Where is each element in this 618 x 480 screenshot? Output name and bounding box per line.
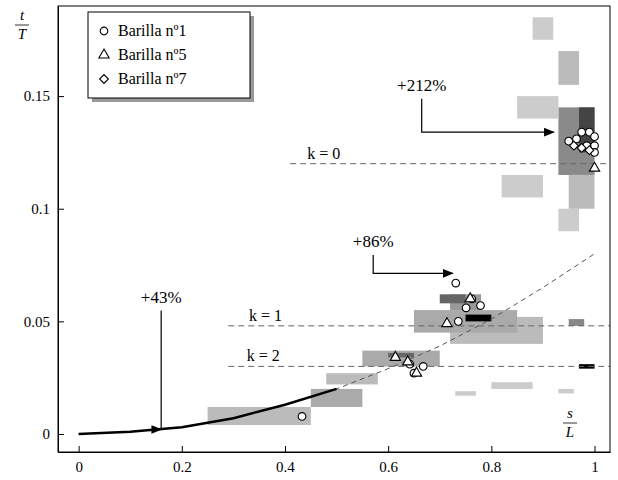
region <box>558 107 594 175</box>
x-tick: 0.4 <box>276 446 295 475</box>
plot-area <box>79 17 610 434</box>
y-tick-label: 0.05 <box>24 314 50 330</box>
x-tick-mark <box>79 446 80 452</box>
y-axis-line <box>58 7 59 453</box>
chart: 00.20.40.60.8100.050.10.15tTsLk = 0k = 1… <box>0 0 618 480</box>
point <box>411 367 421 376</box>
point <box>578 128 586 136</box>
point <box>455 318 463 326</box>
point <box>591 133 599 141</box>
point <box>419 363 427 371</box>
region <box>440 294 466 303</box>
point <box>390 351 400 360</box>
x-label: sL <box>563 405 577 440</box>
x-label-denominator: L <box>565 424 574 440</box>
x-tick-label: 0.6 <box>379 459 398 475</box>
annotation-arrow <box>373 255 452 273</box>
x-tick-label: 0.4 <box>276 459 295 475</box>
annotation: +212% <box>397 76 446 95</box>
annotation: +86% <box>353 232 394 251</box>
x-tick-label: 0.8 <box>482 459 501 475</box>
region <box>491 382 532 389</box>
y-tick: 0.15 <box>24 88 64 104</box>
x-tick-label: 1 <box>591 459 599 475</box>
x-label-numerator: s <box>567 405 573 421</box>
x-tick-mark <box>182 446 183 452</box>
region <box>466 315 492 322</box>
y-axis: 0 0.05 0.1 0.15 <box>24 7 64 453</box>
y-tick-mark <box>58 321 64 322</box>
y-tick-label: 0.1 <box>31 201 50 217</box>
legend-marker <box>100 75 109 84</box>
x-tick: 0.6 <box>379 446 398 475</box>
y-tick-label: 0 <box>43 426 51 442</box>
x-axis: 0 0.2 0.4 0.6 0.8 1 <box>59 446 611 475</box>
region <box>455 391 476 396</box>
legend-label: Barilla nº7 <box>118 70 187 87</box>
y-tick-mark <box>58 434 64 435</box>
region <box>502 175 543 198</box>
point <box>403 356 413 365</box>
y-tick: 0 <box>43 426 65 442</box>
point <box>589 162 599 171</box>
region <box>569 175 595 209</box>
point <box>452 279 460 287</box>
region <box>533 17 554 40</box>
plot-frame <box>58 6 610 452</box>
x-tick: 0 <box>75 446 83 475</box>
legend-marker <box>100 27 108 35</box>
reference-line <box>228 325 610 326</box>
x-tick-mark <box>491 446 492 452</box>
annotation-arrow <box>161 311 162 430</box>
region <box>362 351 439 367</box>
point <box>577 144 586 153</box>
annotation: +43% <box>141 288 182 307</box>
region <box>558 51 579 85</box>
annotation-arrow <box>422 99 554 132</box>
point <box>442 318 452 327</box>
region <box>558 209 579 232</box>
x-axis-line <box>59 452 611 453</box>
reference-label: k = 0 <box>307 145 340 162</box>
y-label: tT <box>15 7 29 42</box>
x-tick-mark <box>388 446 389 452</box>
curve <box>79 389 337 434</box>
x-tick-label: 0.2 <box>173 459 192 475</box>
curve <box>79 254 595 434</box>
legend: Barilla nº1 Barilla nº5 Barilla nº7 <box>88 12 254 102</box>
x-tick: 0.8 <box>482 446 501 475</box>
reference-line <box>290 163 610 164</box>
region <box>569 319 584 326</box>
region <box>558 389 573 394</box>
point <box>570 141 579 150</box>
point <box>585 146 594 155</box>
point <box>465 293 475 302</box>
legend-label: Barilla nº1 <box>118 22 187 39</box>
region <box>208 407 311 425</box>
legend-marker <box>99 49 109 58</box>
region <box>311 389 363 407</box>
x-tick-label: 0 <box>75 459 83 475</box>
legend-label: Barilla nº5 <box>118 46 187 63</box>
legend-box <box>88 12 250 98</box>
y-label-numerator: t <box>20 7 25 23</box>
x-tick-mark <box>285 446 286 452</box>
y-tick-mark <box>58 209 64 210</box>
reference-label: k = 1 <box>249 307 282 324</box>
region <box>414 310 517 333</box>
y-tick-mark <box>58 96 64 97</box>
y-tick: 0.1 <box>31 201 64 217</box>
y-tick-label: 0.15 <box>24 88 50 104</box>
x-tick: 1 <box>591 446 599 475</box>
point <box>298 413 306 421</box>
point <box>477 302 485 310</box>
reference-label: k = 2 <box>247 347 280 364</box>
y-tick: 0.05 <box>24 314 64 330</box>
y-label-denominator: T <box>18 26 28 42</box>
x-tick-mark <box>595 446 596 452</box>
x-tick: 0.2 <box>173 446 192 475</box>
point <box>462 304 470 312</box>
region <box>517 96 558 119</box>
